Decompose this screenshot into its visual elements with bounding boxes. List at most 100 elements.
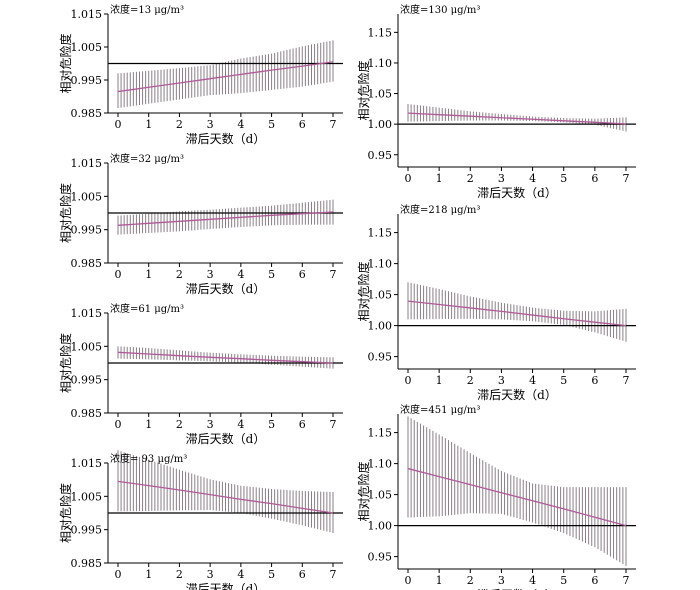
x-tick-label: 6 xyxy=(299,268,306,281)
x-tick-label: 4 xyxy=(237,568,244,581)
x-tick-label: 0 xyxy=(405,374,412,387)
x-tick-label: 1 xyxy=(145,268,152,281)
concentration-label: 浓度=451 μg/m³ xyxy=(400,403,480,416)
chart-panel-5: 0 1 2 3 4 5 6 7 0.95 1.00 1.05 1.10 1.15 滞后天数（d） 相对危险度… xyxy=(356,3,636,200)
x-tick-label: 7 xyxy=(623,172,630,185)
y-tick-label: 0.985 xyxy=(71,257,103,270)
estimate-line xyxy=(117,480,334,514)
x-tick-label: 1 xyxy=(436,374,443,387)
x-tick-label: 6 xyxy=(299,568,306,581)
x-tick-label: 7 xyxy=(330,568,337,581)
x-tick-label: 1 xyxy=(145,118,152,131)
y-tick-label: 0.95 xyxy=(368,551,393,564)
y-tick-label: 0.995 xyxy=(71,524,103,537)
x-axis-title: 滞后天数（d） xyxy=(477,185,557,200)
y-tick-label: 1.005 xyxy=(71,490,103,503)
x-tick-label: 4 xyxy=(529,374,536,387)
x-tick-label: 0 xyxy=(405,172,412,185)
y-axis-title: 相对危险度 xyxy=(356,60,371,120)
y-axis-title: 相对危险度 xyxy=(58,183,73,243)
x-tick-label: 1 xyxy=(145,568,152,581)
x-tick-label: 6 xyxy=(591,574,598,587)
x-tick-label: 4 xyxy=(237,118,244,131)
y-tick-label: 1.10 xyxy=(368,57,393,70)
x-tick-label: 7 xyxy=(623,574,630,587)
x-tick-label: 0 xyxy=(115,118,122,131)
x-tick-label: 4 xyxy=(529,172,536,185)
x-tick-label: 2 xyxy=(467,574,474,587)
concentration-label: 浓度=218 μg/m³ xyxy=(400,203,480,216)
x-tick-label: 5 xyxy=(268,118,275,131)
x-axis-title: 滞后天数（d） xyxy=(477,587,557,590)
x-tick-label: 2 xyxy=(176,418,183,431)
x-tick-label: 7 xyxy=(623,374,630,387)
y-tick-label: 0.985 xyxy=(71,107,103,120)
x-tick-label: 5 xyxy=(268,268,275,281)
concentration-label: 浓度=13 μg/m³ xyxy=(110,3,184,16)
x-tick-label: 6 xyxy=(299,118,306,131)
x-axis-title: 滞后天数（d） xyxy=(186,431,266,446)
x-tick-label: 5 xyxy=(560,374,567,387)
x-tick-label: 6 xyxy=(591,374,598,387)
y-tick-label: 1.05 xyxy=(368,289,393,302)
y-tick-label: 1.00 xyxy=(368,520,393,533)
y-tick-label: 1.15 xyxy=(368,227,393,240)
y-axis-title: 相对危险度 xyxy=(58,333,73,393)
x-tick-label: 0 xyxy=(115,418,122,431)
x-tick-label: 4 xyxy=(529,574,536,587)
x-tick-label: 3 xyxy=(207,568,214,581)
confidence-band xyxy=(407,103,627,132)
y-tick-label: 0.95 xyxy=(368,351,393,364)
x-tick-label: 0 xyxy=(405,574,412,587)
chart-panel-6: 0 1 2 3 4 5 6 7 0.95 1.00 1.05 1.10 1.15 滞后天数（d） 相对危险度… xyxy=(356,203,636,402)
y-tick-label: 1.00 xyxy=(368,320,393,333)
x-axis-title: 滞后天数（d） xyxy=(186,581,266,590)
x-tick-label: 7 xyxy=(330,268,337,281)
y-axis-title: 相对危险度 xyxy=(58,33,73,93)
chart-panel-1: 0 1 2 3 4 5 6 7 0.985 0.995 1.005 1.015 滞后天数（d） 相对危险度… xyxy=(58,3,343,146)
x-axis-title: 滞后天数（d） xyxy=(186,281,266,296)
x-tick-label: 3 xyxy=(498,574,505,587)
x-tick-label: 2 xyxy=(467,374,474,387)
x-tick-label: 5 xyxy=(560,172,567,185)
x-axis-title: 滞后天数（d） xyxy=(477,387,557,402)
y-tick-label: 1.15 xyxy=(368,26,393,39)
chart-panel-2: 0 1 2 3 4 5 6 7 0.985 0.995 1.005 1.015 滞后天数（d） 相对危险度… xyxy=(58,152,343,296)
x-tick-label: 5 xyxy=(560,574,567,587)
chart-panel-3: 0 1 2 3 4 5 6 7 0.985 0.995 1.005 1.015 滞后天数（d） 相对危险度… xyxy=(58,302,343,446)
y-tick-label: 1.05 xyxy=(368,88,393,101)
x-tick-label: 7 xyxy=(330,418,337,431)
y-tick-label: 1.015 xyxy=(71,307,103,320)
x-tick-label: 6 xyxy=(299,418,306,431)
chart-panel-4: 0 1 2 3 4 5 6 7 0.985 0.995 1.005 1.015 滞后天数（d） 相对危险度… xyxy=(58,450,343,590)
x-tick-label: 3 xyxy=(498,172,505,185)
x-axis-title: 滞后天数（d） xyxy=(186,131,266,146)
x-tick-label: 1 xyxy=(436,172,443,185)
x-tick-label: 5 xyxy=(268,568,275,581)
x-tick-label: 3 xyxy=(498,374,505,387)
y-tick-label: 0.985 xyxy=(71,407,103,420)
y-tick-label: 0.95 xyxy=(368,149,393,162)
x-tick-label: 0 xyxy=(115,268,122,281)
y-axis-title: 相对危险度 xyxy=(58,483,73,543)
x-tick-label: 4 xyxy=(237,418,244,431)
y-tick-label: 1.005 xyxy=(71,41,103,54)
y-tick-label: 1.005 xyxy=(71,340,103,353)
x-tick-label: 6 xyxy=(591,172,598,185)
estimate-line xyxy=(117,211,334,226)
y-tick-label: 1.05 xyxy=(368,489,393,502)
confidence-band xyxy=(117,199,334,235)
x-tick-label: 2 xyxy=(176,118,183,131)
y-tick-label: 1.10 xyxy=(368,458,393,471)
y-tick-label: 0.995 xyxy=(71,224,103,237)
estimate-line xyxy=(117,351,334,364)
x-tick-label: 1 xyxy=(436,574,443,587)
concentration-label: 浓度=32 μg/m³ xyxy=(110,152,184,165)
y-tick-label: 1.10 xyxy=(368,258,393,271)
x-tick-label: 2 xyxy=(467,172,474,185)
x-tick-label: 3 xyxy=(207,118,214,131)
x-tick-label: 3 xyxy=(207,268,214,281)
x-tick-label: 3 xyxy=(207,418,214,431)
x-tick-label: 2 xyxy=(176,568,183,581)
